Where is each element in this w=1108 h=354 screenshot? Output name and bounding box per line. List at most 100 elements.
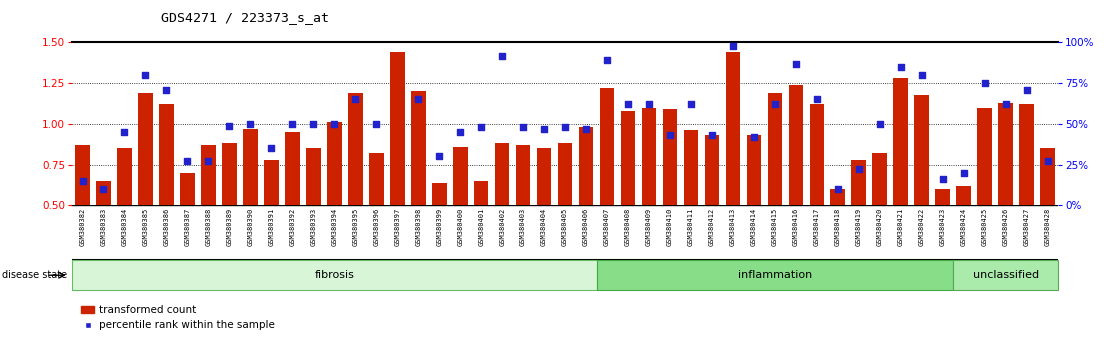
Point [73, 178, 91, 184]
Bar [411, 91, 425, 287]
Point [997, 102, 1015, 107]
Bar [138, 93, 153, 287]
Point [955, 170, 973, 176]
Point [263, 145, 280, 151]
Bar [181, 173, 195, 287]
Point [934, 176, 952, 182]
Bar [851, 160, 866, 287]
Point [178, 159, 196, 164]
Text: unclassified: unclassified [973, 270, 1038, 280]
Bar [75, 145, 90, 287]
Bar [642, 108, 656, 287]
Point [472, 124, 490, 130]
Legend: transformed count, percentile rank within the sample: transformed count, percentile rank withi… [78, 301, 279, 335]
Point [724, 43, 741, 48]
Bar [663, 109, 677, 287]
Text: disease state: disease state [2, 270, 68, 280]
Point [913, 72, 931, 78]
Point [829, 186, 847, 192]
Bar [893, 78, 909, 287]
Point [115, 129, 133, 135]
Point [514, 124, 532, 130]
Bar [956, 186, 971, 287]
Point [326, 121, 343, 127]
Bar [914, 95, 930, 287]
Point [136, 72, 154, 78]
Point [704, 132, 721, 138]
Point [409, 97, 427, 102]
Bar [1040, 148, 1055, 287]
Bar [953, 260, 1058, 290]
Bar [160, 104, 174, 287]
Point [640, 102, 658, 107]
Point [619, 102, 637, 107]
Bar [872, 153, 888, 287]
Point [577, 126, 595, 132]
Point [94, 186, 112, 192]
Point [284, 121, 301, 127]
Point [766, 102, 783, 107]
Bar [768, 93, 782, 287]
Bar [264, 160, 279, 287]
Bar [831, 189, 845, 287]
Bar [453, 147, 468, 287]
Point [556, 124, 574, 130]
Bar [474, 181, 489, 287]
Bar [599, 88, 614, 287]
Point [683, 102, 700, 107]
Bar [705, 135, 719, 287]
Bar [998, 103, 1013, 287]
Point [493, 53, 511, 58]
Text: GDS4271 / 223373_s_at: GDS4271 / 223373_s_at [161, 11, 329, 24]
Bar [117, 148, 132, 287]
Text: inflammation: inflammation [738, 270, 812, 280]
Bar [432, 183, 447, 287]
Bar [243, 129, 258, 287]
Point [242, 121, 259, 127]
Point [787, 61, 804, 67]
Bar [726, 52, 740, 287]
Point [157, 87, 175, 92]
Bar [285, 132, 299, 287]
Point [850, 167, 868, 172]
Point [220, 123, 238, 129]
Bar [684, 130, 698, 287]
Point [430, 154, 448, 159]
Bar [201, 145, 216, 287]
Point [347, 97, 365, 102]
Bar [935, 189, 950, 287]
Point [1039, 159, 1057, 164]
Point [598, 58, 616, 63]
Bar [557, 143, 573, 287]
Bar [810, 104, 824, 287]
Bar [306, 148, 320, 287]
Point [368, 121, 386, 127]
Point [808, 97, 825, 102]
Bar [72, 260, 596, 290]
Bar [515, 145, 531, 287]
Bar [536, 148, 552, 287]
Bar [977, 108, 992, 287]
Bar [596, 260, 953, 290]
Point [976, 80, 994, 86]
Point [661, 132, 679, 138]
Text: fibrosis: fibrosis [315, 270, 355, 280]
Point [535, 126, 553, 132]
Point [305, 121, 322, 127]
Bar [620, 111, 635, 287]
Bar [327, 122, 341, 287]
Bar [578, 127, 594, 287]
Point [451, 129, 469, 135]
Point [745, 134, 762, 140]
Bar [390, 52, 404, 287]
Bar [1019, 104, 1034, 287]
Bar [789, 85, 803, 287]
Bar [222, 143, 237, 287]
Bar [495, 143, 510, 287]
Point [892, 64, 910, 70]
Bar [348, 93, 362, 287]
Point [199, 159, 217, 164]
Bar [96, 181, 111, 287]
Bar [747, 135, 761, 287]
Point [871, 121, 889, 127]
